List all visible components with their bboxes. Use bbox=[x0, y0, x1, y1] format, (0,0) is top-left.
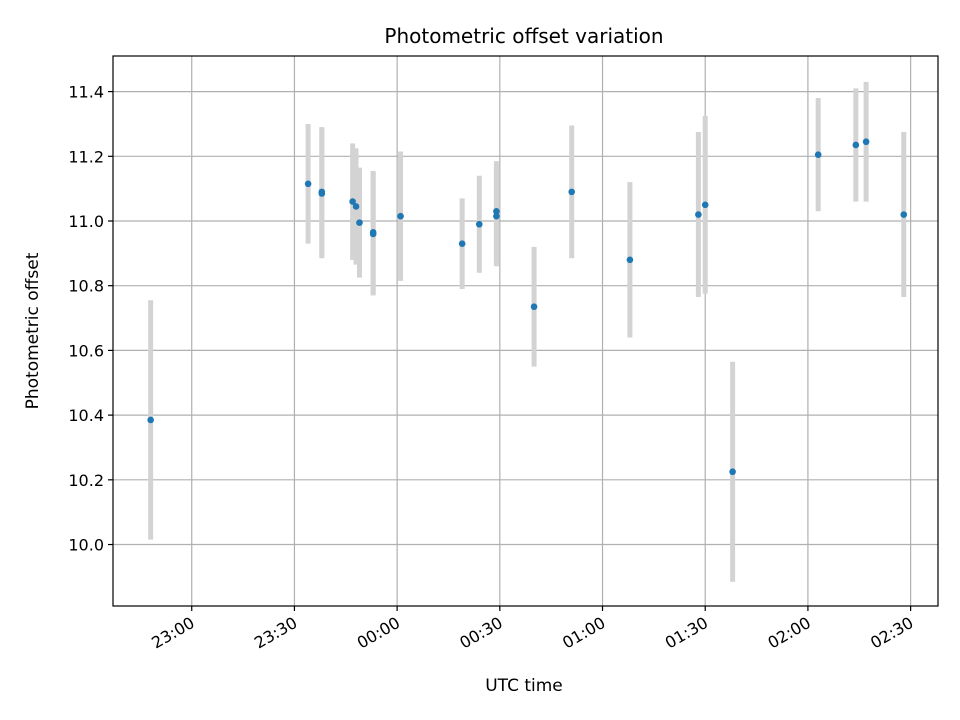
y-tick-label: 11.0 bbox=[68, 212, 104, 231]
grid bbox=[113, 56, 938, 606]
data-point bbox=[369, 230, 377, 238]
y-axis-label: Photometric offset bbox=[23, 252, 43, 409]
y-tick-label: 11.2 bbox=[68, 147, 104, 166]
y-tick-label: 10.6 bbox=[68, 341, 104, 360]
data-point bbox=[493, 207, 500, 215]
plot-frame bbox=[112, 55, 939, 607]
y-tick-label: 10.8 bbox=[68, 277, 104, 296]
data-point bbox=[475, 220, 483, 228]
data-point bbox=[397, 212, 404, 220]
data-point bbox=[352, 203, 360, 210]
y-tick-label: 11.4 bbox=[68, 83, 104, 102]
y-tick-label: 10.0 bbox=[68, 536, 104, 555]
data-point bbox=[695, 211, 702, 218]
data-point bbox=[318, 190, 326, 197]
y-axis-ticks: 10.0 10.2 10.4 10.6 10.8 11.0 11.2 11.4 bbox=[68, 83, 113, 555]
data-point bbox=[349, 198, 356, 205]
data-point bbox=[458, 240, 466, 247]
data-point bbox=[729, 468, 736, 476]
data-point bbox=[626, 256, 634, 264]
data-point bbox=[701, 201, 709, 209]
x-axis-label: UTC time bbox=[485, 676, 563, 696]
data-point bbox=[900, 211, 908, 218]
data-point bbox=[862, 138, 870, 146]
data-point bbox=[814, 151, 822, 158]
data-point bbox=[568, 188, 576, 196]
data-point bbox=[493, 212, 500, 220]
chart-title: Photometric offset variation bbox=[384, 24, 663, 48]
y-tick-label: 10.4 bbox=[68, 406, 104, 425]
data-point bbox=[304, 180, 312, 188]
data-point bbox=[852, 141, 860, 149]
y-tick-label: 10.2 bbox=[68, 471, 104, 490]
data-point bbox=[147, 416, 154, 424]
data-points bbox=[147, 138, 908, 476]
data-point bbox=[356, 219, 363, 226]
data-point bbox=[530, 303, 538, 311]
